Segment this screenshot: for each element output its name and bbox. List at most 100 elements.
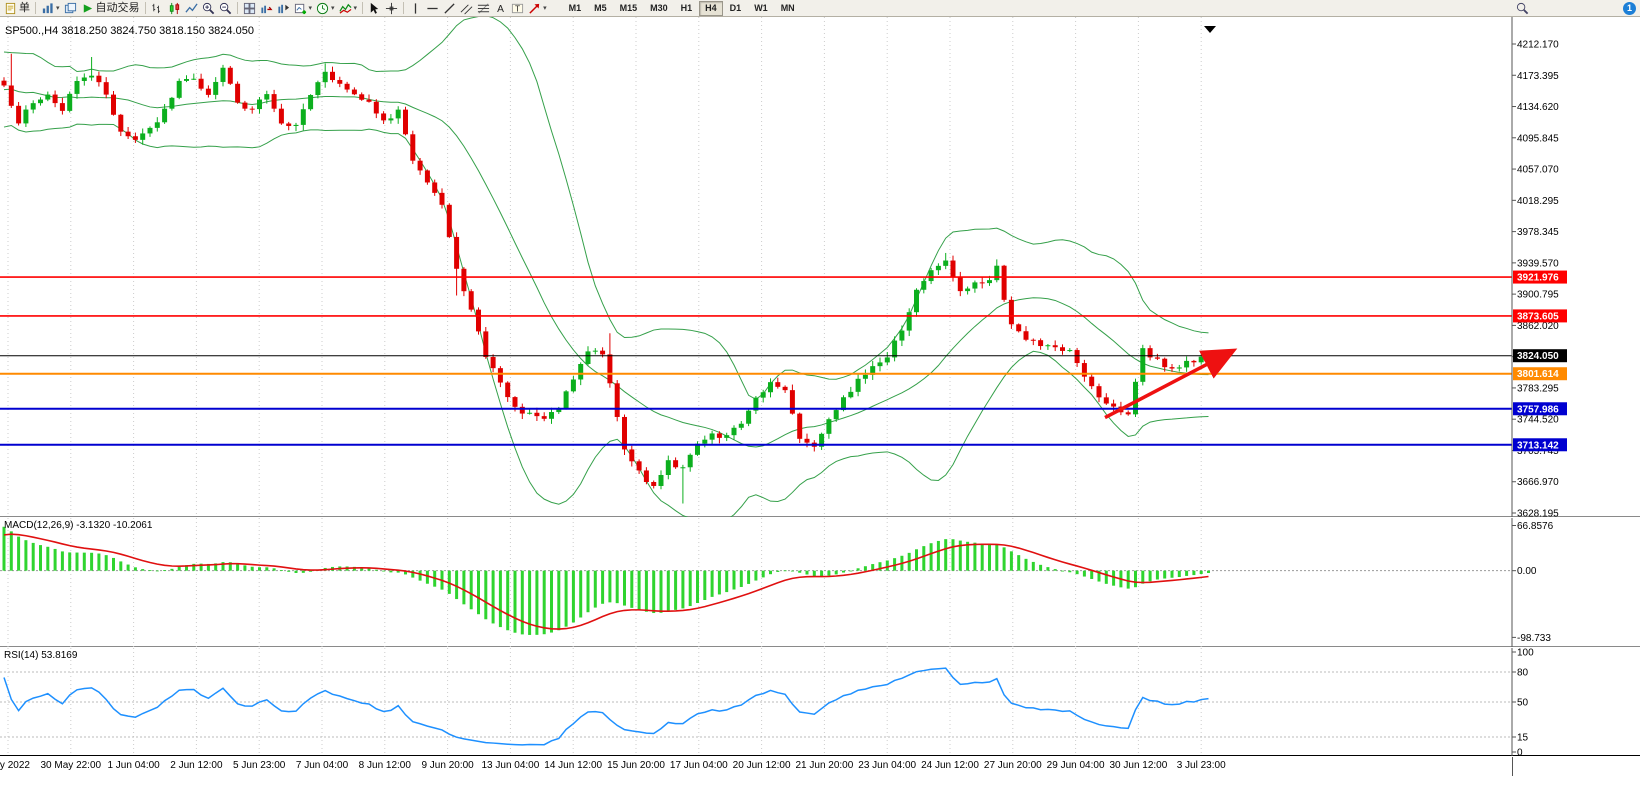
timeframe-buttons: M1 M5 M15 M30 H1 H4 D1 W1 MN <box>563 0 801 16</box>
text-tool-icon: A <box>497 4 504 15</box>
timeframe-d1-button[interactable]: D1 <box>729 2 742 13</box>
text-button[interactable]: A <box>492 1 509 16</box>
time-label: 1 Jun 04:00 <box>107 760 160 771</box>
svg-text:3705.745: 3705.745 <box>1517 446 1559 457</box>
search-button[interactable] <box>1514 1 1531 16</box>
horizontal-line-button[interactable] <box>424 1 441 16</box>
vertical-line-icon <box>414 2 417 14</box>
svg-text:4212.170: 4212.170 <box>1517 40 1559 51</box>
timeframe-mn-button[interactable]: MN <box>780 2 795 13</box>
timeframe-m5-button[interactable]: M5 <box>594 2 607 13</box>
time-label: 30 Jun 12:00 <box>1109 760 1168 771</box>
chevron-down-icon: ▾ <box>308 4 313 12</box>
timeframe-m15-button[interactable]: M15 <box>619 2 638 13</box>
macd-panel[interactable]: 66.8576 0.00 -98.733 <box>0 518 1640 647</box>
svg-text:3666.970: 3666.970 <box>1517 477 1559 488</box>
chevron-down-icon: ▾ <box>331 4 335 12</box>
play-icon <box>83 3 92 13</box>
zoom-in-button[interactable] <box>200 1 217 16</box>
svg-text:4018.295: 4018.295 <box>1517 196 1559 207</box>
auto-scroll-button[interactable] <box>258 1 275 16</box>
fibonacci-button[interactable] <box>475 1 492 16</box>
time-label: 8 Jun 12:00 <box>358 760 411 771</box>
chart-shift-button[interactable] <box>275 1 292 16</box>
charts-button[interactable]: ▾ <box>39 1 62 16</box>
main-chart-canvas[interactable]: 4212.170 4173.395 4134.620 4095.845 4057.070… <box>0 17 1640 517</box>
auto-scroll-icon <box>260 5 273 13</box>
svg-text:3862.020: 3862.020 <box>1517 321 1559 332</box>
zoom-out-button[interactable] <box>217 1 234 16</box>
bar-chart-type-button[interactable] <box>149 1 166 16</box>
svg-text:3978.345: 3978.345 <box>1517 227 1559 238</box>
time-label: 5 Jun 23:00 <box>233 760 286 771</box>
cursor-button[interactable] <box>366 1 383 16</box>
label-button[interactable]: T <box>509 1 526 16</box>
svg-text:3713.142: 3713.142 <box>1517 440 1559 451</box>
main-chart-panel[interactable]: 4212.170 4173.395 4134.620 4095.845 4057.070… <box>0 17 1640 517</box>
profiles-icon <box>64 2 76 13</box>
svg-text:3824.050: 3824.050 <box>1517 351 1559 362</box>
tile-windows-button[interactable] <box>241 1 258 16</box>
svg-text:3801.614: 3801.614 <box>1517 369 1559 380</box>
svg-text:4057.070: 4057.070 <box>1517 165 1559 176</box>
svg-text:15: 15 <box>1517 733 1529 744</box>
trendline-button[interactable] <box>441 1 458 16</box>
time-label: 20 Jun 12:00 <box>732 760 791 771</box>
timeframe-w1-button[interactable]: W1 <box>754 2 768 13</box>
cursor-icon <box>370 2 379 14</box>
line-chart-type-button[interactable] <box>183 1 200 16</box>
timeframe-h1-button[interactable]: H1 <box>680 2 693 13</box>
new-order-label: 单 <box>19 1 30 14</box>
periods-button[interactable]: ▾ <box>314 1 337 16</box>
svg-text:3628.195: 3628.195 <box>1517 509 1559 518</box>
time-label: 15 Jun 20:00 <box>607 760 665 771</box>
auto-trading-label: 自动交易 <box>95 1 140 14</box>
new-order-icon <box>5 2 16 14</box>
rsi-panel[interactable]: 100 80 50 15 0 <box>0 648 1640 756</box>
time-label: 7 Jun 04:00 <box>295 760 349 771</box>
profiles-button[interactable] <box>62 1 79 16</box>
chevron-down-icon: ▾ <box>56 4 60 12</box>
trendline-icon <box>444 2 455 14</box>
svg-text:3921.976: 3921.976 <box>1517 273 1559 284</box>
timeframe-h4-button[interactable]: H4 <box>699 0 723 16</box>
channel-button[interactable] <box>458 1 475 16</box>
auto-trading-button[interactable]: 自动交易 <box>79 1 142 16</box>
vertical-line-button[interactable] <box>407 1 424 16</box>
candlestick-chart-type-button[interactable] <box>166 1 183 16</box>
svg-text:A: A <box>497 4 504 15</box>
zoom-in-icon <box>202 2 214 14</box>
time-label: 3 Jul 23:00 <box>1176 760 1226 771</box>
toolbar-separator <box>35 2 36 14</box>
indicators-button[interactable]: ▾ <box>337 1 360 16</box>
svg-text:3757.986: 3757.986 <box>1517 404 1559 415</box>
svg-text:66.8576: 66.8576 <box>1517 521 1554 532</box>
svg-text:100: 100 <box>1517 648 1534 659</box>
arrows-button[interactable]: ▾ <box>526 1 549 16</box>
macd-label: MACD(12,26,9) -3.1320 -10.2061 <box>4 520 153 531</box>
new-order-button[interactable]: 单 <box>2 1 32 16</box>
bottom-strip <box>0 776 1640 810</box>
ohlc-bars-icon <box>151 3 160 13</box>
notification-badge[interactable]: 1 <box>1623 1 1636 15</box>
timeframe-m30-button[interactable]: M30 <box>650 2 668 13</box>
macd-canvas[interactable]: 66.8576 0.00 -98.733 <box>0 518 1640 647</box>
svg-text:T: T <box>515 3 520 13</box>
svg-text:0.00: 0.00 <box>1517 566 1537 577</box>
chevron-down-icon: ▾ <box>543 4 547 12</box>
svg-text:4134.620: 4134.620 <box>1517 102 1559 113</box>
rsi-canvas[interactable]: 100 80 50 15 0 <box>0 648 1640 756</box>
toolbar-separator <box>403 2 405 14</box>
arrow-object-icon <box>529 3 540 14</box>
crosshair-button[interactable] <box>383 1 400 16</box>
svg-text:50: 50 <box>1517 698 1529 709</box>
timeframe-m1-button[interactable]: M1 <box>568 2 582 13</box>
toolbar-separator <box>236 2 238 14</box>
time-label: 27 Jun 20:00 <box>983 760 1042 771</box>
channel-icon <box>460 3 473 14</box>
time-label: 30 May 22:00 <box>40 760 102 771</box>
svg-text:3900.795: 3900.795 <box>1517 290 1559 301</box>
svg-text:0: 0 <box>1517 748 1523 757</box>
new-chart-button[interactable]: ▾ <box>292 1 315 16</box>
time-axis[interactable]: May 2022 30 May 22:00 1 Jun 04:00 2 Jun 12:… <box>0 757 1640 776</box>
